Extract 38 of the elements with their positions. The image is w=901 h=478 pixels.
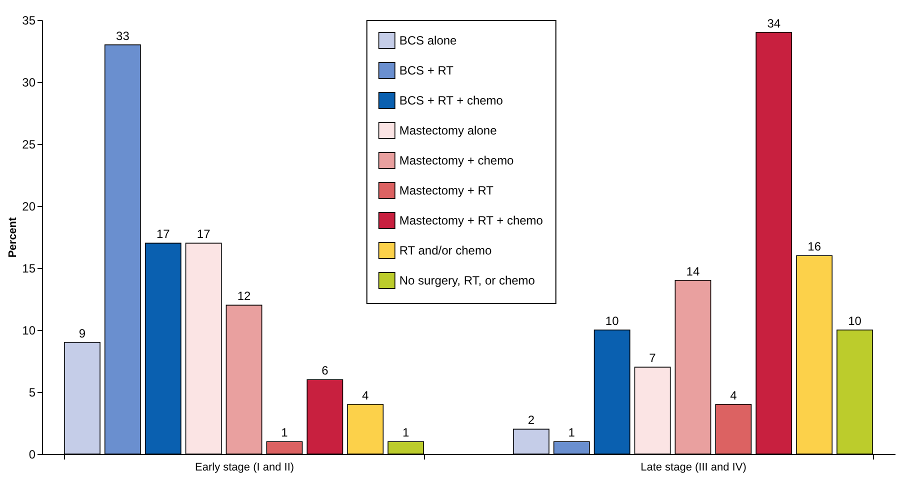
data-label: 1 (281, 426, 288, 440)
y-tick-label: 30 (22, 76, 36, 90)
data-label: 14 (686, 264, 700, 278)
legend-label: Mastectomy + RT + chemo (399, 214, 544, 228)
x-tick-label: Early stage (I and II) (195, 462, 294, 474)
data-label: 10 (848, 314, 862, 328)
y-tick-label: 15 (22, 262, 36, 276)
data-label: 2 (528, 413, 535, 428)
data-label: 17 (156, 227, 170, 242)
y-tick-label: 20 (22, 200, 36, 214)
data-label: 33 (116, 28, 130, 43)
legend-label: Mastectomy alone (399, 124, 498, 138)
legend-label: No surgery, RT, or chemo (399, 274, 536, 288)
data-label: 6 (322, 364, 329, 378)
data-label: 12 (237, 289, 252, 304)
y-tick-label: 0 (28, 448, 36, 462)
data-label: 10 (605, 314, 620, 328)
data-label: 16 (808, 240, 822, 254)
data-label: 9 (78, 326, 86, 340)
data-label: 7 (649, 351, 656, 366)
legend-label: RT and/or chemo (399, 244, 492, 258)
data-label: 1 (402, 426, 410, 440)
y-tick-label: 5 (28, 386, 36, 400)
y-tick-label: 35 (22, 14, 36, 28)
y-tick-label: 10 (22, 324, 36, 338)
data-label: 4 (362, 388, 370, 402)
legend-label: BCS alone (399, 34, 458, 48)
legend-label: Mastectomy + RT (399, 184, 494, 198)
data-label: 1 (568, 426, 576, 440)
data-label: 34 (767, 16, 781, 30)
legend-label: Mastectomy + chemo (399, 154, 514, 168)
x-tick-label: Late stage (III and IV) (640, 462, 746, 474)
legend-label: BCS + RT (399, 64, 454, 78)
legend-label: BCS + RT + chemo (399, 94, 504, 108)
data-label: 4 (730, 388, 738, 402)
y-tick-label: 25 (22, 138, 36, 152)
y-axis-title: Percent (7, 216, 20, 258)
data-label: 17 (196, 227, 211, 242)
